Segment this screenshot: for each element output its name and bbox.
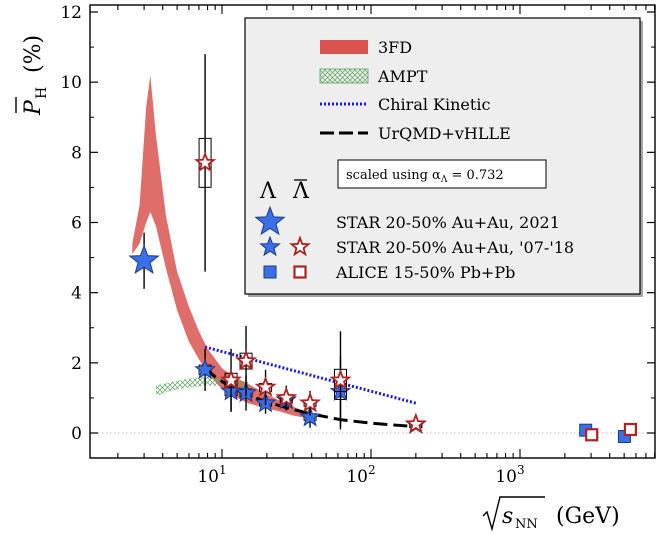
data-points [128, 54, 638, 444]
marker-legend-label: STAR 20-50% Au+Au, 2021 [336, 213, 560, 232]
x-tick-base: 10 [197, 467, 219, 487]
y-axis-var: P [21, 99, 46, 116]
star-antilambda-marker [194, 151, 217, 173]
star-lambda-marker [194, 358, 216, 380]
star-antilambda-marker [235, 349, 258, 371]
x-axis-sub: NN [515, 517, 538, 532]
x-tick-exp: 1 [219, 463, 227, 477]
y-tick-label: 6 [71, 214, 82, 234]
star-antilambda-marker [254, 375, 277, 397]
y-tick-label: 10 [60, 73, 82, 93]
y-axis: 0 2 4 6 8 10 12 [60, 3, 655, 444]
note-main: scaled using α [346, 168, 441, 183]
alice-antilambda-marker [623, 422, 638, 437]
marker-legend-label: ALICE 15-50% Pb+Pb [335, 263, 515, 282]
legend: 3FD AMPT Chiral Kinetic UrQMD+vHLLE scaled u… [244, 17, 643, 297]
plot-area [128, 54, 638, 444]
line-urqmd-vhlle [204, 366, 417, 429]
legend-marker-alice-antilambda [293, 265, 307, 279]
y-axis-sub: H [34, 87, 50, 99]
y-tick-label: 2 [71, 354, 82, 374]
x-axis-title: s NN (GeV) [482, 496, 620, 532]
star-antilambda-marker [275, 386, 298, 408]
x-tick-exp: 3 [517, 463, 525, 477]
y-tick-label: 8 [71, 143, 82, 163]
note-box [337, 159, 547, 189]
marker-legend-label: STAR 20-50% Au+Au, '07-'18 [336, 238, 574, 257]
note-value: = 0.732 [447, 168, 503, 183]
note-sub: Λ [440, 175, 448, 185]
star-antilambda-marker [299, 391, 322, 413]
legend-marker-star-antilambda [288, 235, 312, 257]
x-axis: 101 102 103 [117, 5, 656, 487]
note-text: scaled using αΛ = 0.732 [346, 168, 504, 185]
y-axis-unit: (%) [21, 35, 46, 73]
legend-marker-alice-lambda [263, 265, 277, 279]
header-antilambda: Λ [292, 179, 310, 204]
x-tick-base: 10 [346, 467, 368, 487]
legend-label: Chiral Kinetic [378, 95, 490, 114]
header-lambda: Λ [259, 179, 277, 204]
legend-box [244, 17, 641, 295]
x-tick-base: 10 [495, 467, 517, 487]
legend-label: AMPT [377, 67, 428, 86]
x-tick-label: 102 [346, 463, 375, 487]
star-antilambda-marker [329, 368, 352, 390]
star-lambda-marker [299, 405, 321, 427]
star-2021-marker [128, 244, 160, 275]
legend-swatch-3fd [320, 40, 368, 54]
alice-antilambda-marker [585, 428, 599, 442]
x-tick-exp: 2 [368, 463, 376, 477]
plot-frame [89, 4, 656, 459]
y-axis-title: PH (%) [15, 35, 50, 116]
star-antilambda-marker [404, 412, 427, 434]
y-tick-label: 4 [71, 284, 82, 304]
x-tick-label: 103 [495, 463, 524, 487]
legend-marker-star-2021 [254, 205, 286, 236]
x-tick-label: 101 [197, 463, 226, 487]
legend-marker-star-lambda [259, 235, 281, 257]
sqrt-symbol [482, 496, 545, 532]
legend-label: 3FD [378, 38, 412, 57]
x-axis-unit: (GeV) [556, 504, 620, 529]
y-tick-label: 12 [60, 3, 82, 23]
star-antilambda-marker [220, 368, 243, 390]
band-3fd [132, 75, 312, 419]
legend-swatch-ampt [319, 68, 369, 84]
x-axis-var: s [502, 504, 513, 529]
legend-label: UrQMD+vHLLE [378, 124, 511, 143]
y-tick-label: 0 [71, 424, 82, 444]
